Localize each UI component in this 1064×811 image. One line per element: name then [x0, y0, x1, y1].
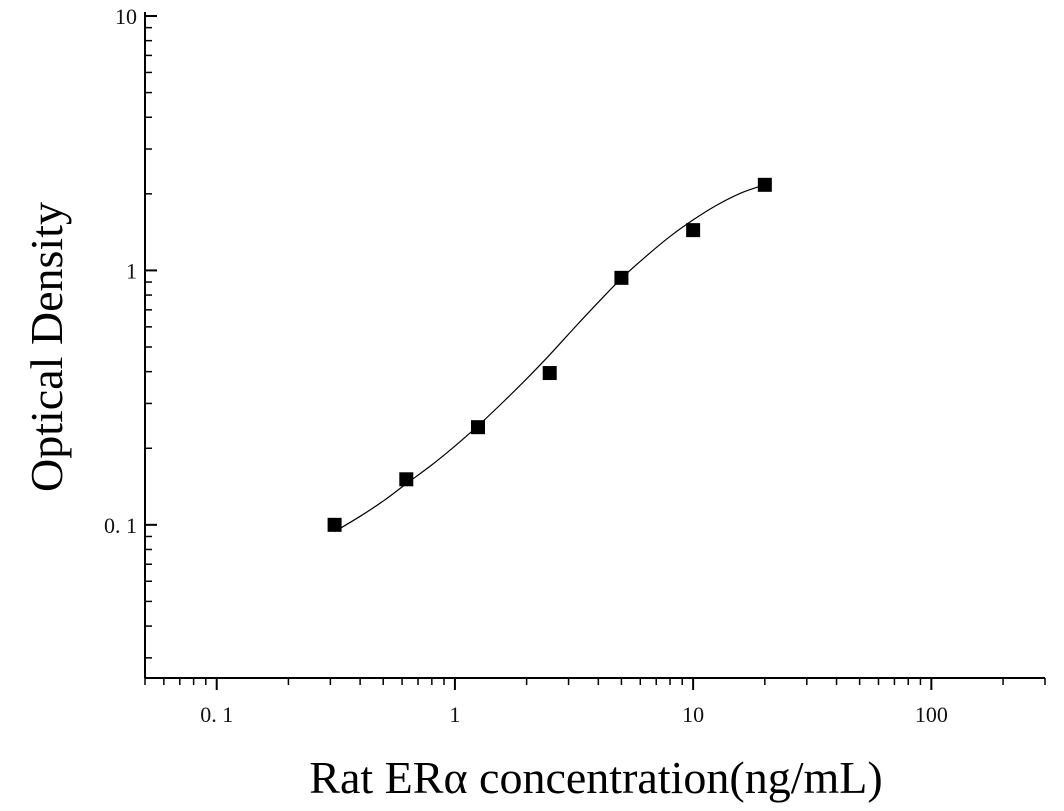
y-axis-title: Optical Density: [21, 202, 72, 492]
axes: [144, 12, 1045, 679]
fit-curve-group: [334, 184, 766, 533]
y-tick-label: 1: [126, 258, 137, 283]
x-tick-label: 100: [915, 702, 948, 727]
x-tick-label: 0. 1: [200, 702, 233, 727]
y-tick-label: 10: [115, 4, 137, 29]
data-point: [614, 270, 629, 285]
x-axis-title: Rat ERα concentration(ng/mL): [309, 752, 882, 803]
data-point: [327, 517, 342, 532]
data-point: [399, 472, 414, 487]
y-tick-label: 0. 1: [104, 513, 137, 538]
x-tick-label: 1: [449, 702, 460, 727]
data-point: [757, 177, 772, 192]
data-points: [327, 177, 772, 532]
fit-curve: [334, 184, 766, 533]
ticks: [144, 15, 1046, 690]
data-point: [542, 366, 557, 381]
x-tick-label: 10: [682, 702, 704, 727]
tick-labels: 0. 1 1 10 100 0. 1 1 10: [104, 4, 948, 727]
data-point: [686, 223, 701, 238]
data-point: [471, 420, 486, 435]
